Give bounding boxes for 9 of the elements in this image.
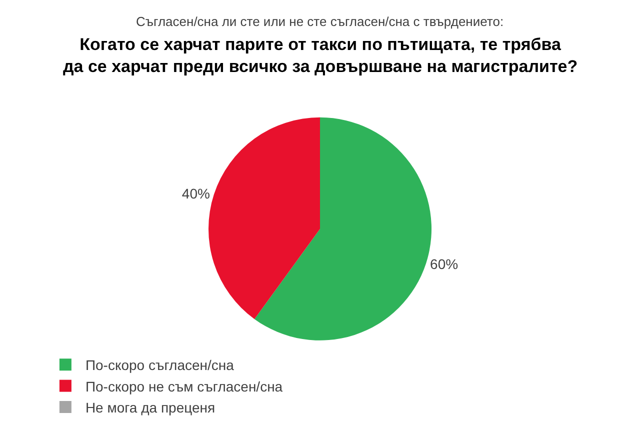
- data-label: 60%: [430, 256, 458, 272]
- legend-label: По-скоро не съм съгласен/сна: [85, 378, 283, 394]
- legend-label: Не мога да преценя: [85, 399, 216, 416]
- chart-subtitle: Съгласен/сна ли сте или не сте съгласен/сна с твърдението:: [136, 14, 504, 29]
- pie-slice: [254, 117, 432, 340]
- pie-slice: [208, 117, 320, 320]
- legend-label: По-скоро съгласен/сна: [85, 357, 234, 374]
- chart-title: Когато се харчат парите от такси по пътищата, те трябва да се харчат преди всичко за довършване на магистралите?: [63, 35, 578, 76]
- data-label: 40%: [182, 186, 210, 202]
